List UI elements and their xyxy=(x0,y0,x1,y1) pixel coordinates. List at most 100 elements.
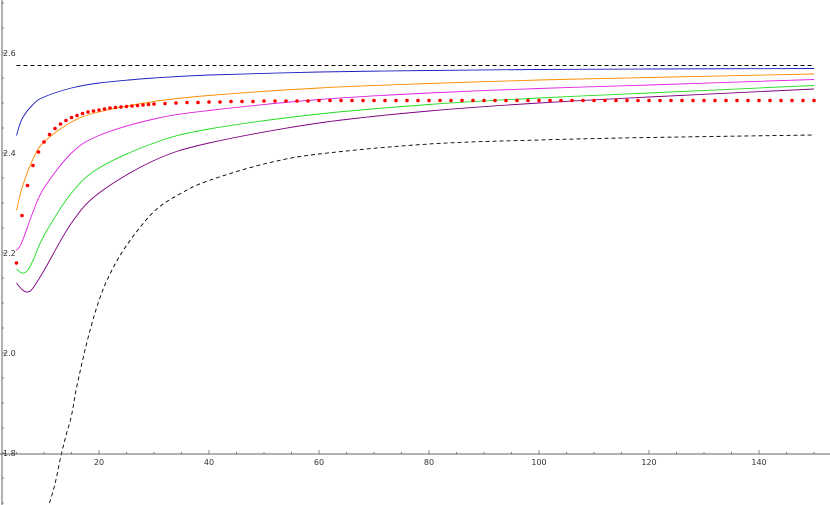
data-point xyxy=(102,107,107,111)
data-point xyxy=(548,98,552,103)
y-tick-label: 2.4 xyxy=(3,149,16,158)
data-point xyxy=(757,98,761,103)
data-point xyxy=(460,98,464,103)
data-point xyxy=(152,102,156,106)
data-point xyxy=(58,122,63,126)
data-point xyxy=(526,98,530,103)
data-point xyxy=(86,110,90,114)
data-point xyxy=(69,115,74,120)
data-point xyxy=(801,98,805,103)
data-point xyxy=(36,150,41,154)
data-point xyxy=(124,104,129,109)
data-point xyxy=(42,140,46,144)
data-point xyxy=(350,98,354,103)
data-point xyxy=(80,111,85,116)
x-tick-label: 120 xyxy=(641,458,656,467)
data-point xyxy=(416,98,420,103)
data-point xyxy=(680,98,684,103)
data-point xyxy=(91,109,96,113)
data-point xyxy=(537,98,541,103)
data-point xyxy=(108,106,112,110)
data-point xyxy=(702,98,706,103)
y-tick-label: 2.0 xyxy=(3,349,16,358)
data-point xyxy=(790,98,794,103)
data-point xyxy=(482,98,486,103)
y-tick-label: 2.2 xyxy=(3,249,16,258)
data-point xyxy=(163,101,167,106)
data-point xyxy=(251,99,255,104)
data-point xyxy=(262,99,266,103)
plot-markers xyxy=(14,98,816,265)
data-point xyxy=(515,98,519,103)
data-point xyxy=(146,102,151,107)
data-point xyxy=(135,103,140,108)
data-point xyxy=(119,105,123,109)
data-point xyxy=(185,100,189,105)
data-point xyxy=(75,113,79,118)
x-tick-label: 60 xyxy=(314,458,324,467)
data-point xyxy=(196,100,200,105)
data-point xyxy=(713,98,717,103)
data-point xyxy=(592,98,596,103)
data-point xyxy=(735,98,739,103)
data-point xyxy=(218,100,222,104)
data-point xyxy=(273,99,277,103)
x-tick-label: 20 xyxy=(94,458,104,467)
data-point xyxy=(647,98,651,103)
data-point xyxy=(328,98,332,103)
data-point xyxy=(636,98,640,103)
data-point xyxy=(47,132,52,137)
data-point xyxy=(559,98,563,103)
data-point xyxy=(53,126,57,131)
series-line-2 xyxy=(16,73,815,211)
data-point xyxy=(25,183,30,188)
x-tick-label: 100 xyxy=(531,458,546,467)
data-point xyxy=(141,103,145,107)
data-point xyxy=(317,98,321,103)
data-point xyxy=(405,98,409,103)
data-point xyxy=(383,98,387,103)
data-point xyxy=(207,100,211,104)
data-point xyxy=(438,98,442,103)
y-tick-label: 2.6 xyxy=(3,49,16,58)
series-line-6 xyxy=(49,134,815,504)
plot-curves xyxy=(16,65,815,504)
data-point xyxy=(724,98,728,103)
data-point xyxy=(669,98,673,103)
x-tick-label: 80 xyxy=(424,458,434,467)
y-tick-label: 1.8 xyxy=(3,449,16,458)
data-point xyxy=(691,98,695,103)
data-point xyxy=(603,98,607,103)
data-point xyxy=(779,98,783,103)
data-point xyxy=(20,213,24,218)
data-point xyxy=(394,98,398,103)
data-point xyxy=(97,108,101,112)
data-point xyxy=(449,98,453,103)
data-point xyxy=(625,98,629,103)
data-point xyxy=(64,118,68,123)
x-tick-label: 140 xyxy=(751,458,766,467)
data-point xyxy=(229,99,233,104)
data-point xyxy=(174,101,178,105)
series-line-5 xyxy=(16,88,815,293)
data-point xyxy=(746,98,750,103)
data-point xyxy=(812,98,816,103)
data-point xyxy=(581,98,585,103)
data-point xyxy=(372,98,376,103)
data-point xyxy=(31,163,35,168)
data-point xyxy=(768,98,772,103)
data-point xyxy=(614,98,618,103)
data-point xyxy=(658,98,662,103)
data-point xyxy=(240,99,244,104)
data-point xyxy=(130,104,134,108)
x-tick-label: 40 xyxy=(204,458,214,467)
data-point xyxy=(493,98,497,103)
data-point xyxy=(339,98,343,103)
data-point xyxy=(14,261,19,265)
data-point xyxy=(306,99,310,103)
data-point xyxy=(504,98,508,103)
series-line-4 xyxy=(16,85,815,274)
data-point xyxy=(471,98,475,103)
